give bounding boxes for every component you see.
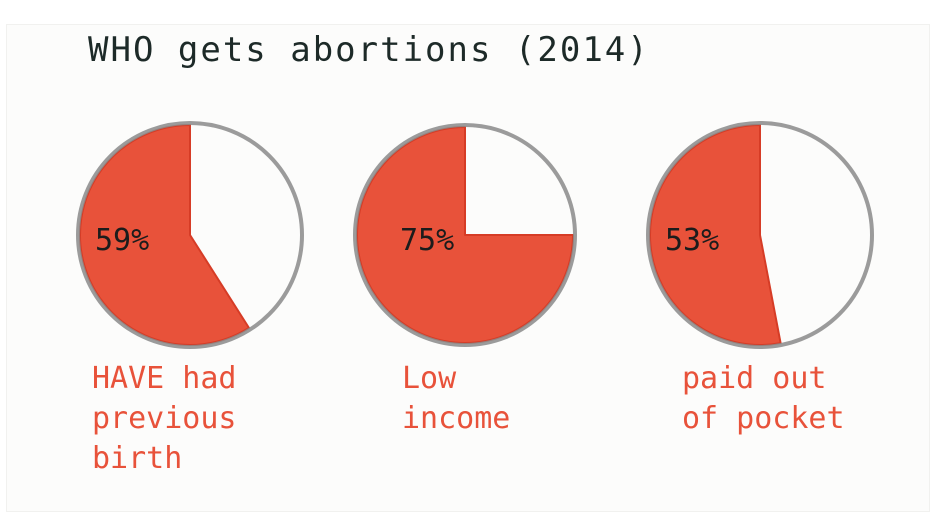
pie-outline-2	[353, 123, 577, 347]
pie-percent-label-3: 53%	[665, 223, 719, 258]
pie-caption-3-line-1: paid out	[682, 361, 827, 396]
pie-outline-3	[646, 121, 874, 349]
pie-1: 59% HAVE had previous birth	[76, 121, 304, 476]
pie-caption-1-line-1: HAVE had	[92, 361, 237, 396]
pie-caption-1-line-3: birth	[92, 441, 182, 476]
pie-2: 75% Low income	[353, 123, 577, 436]
pie-caption-2-line-1: Low	[402, 361, 457, 396]
pie-caption-2-line-2: income	[402, 401, 510, 436]
pie-wedge-2	[356, 126, 574, 344]
chart-title: WHO gets abortions (2014)	[88, 30, 650, 70]
pie-caption-1-line-2: previous	[92, 401, 237, 436]
pie-outline-1	[76, 121, 304, 349]
pie-percent-label-1: 59%	[95, 223, 149, 258]
pie-3: 53% paid out of pocket	[646, 121, 874, 436]
photo-border	[0, 0, 936, 24]
pie-caption-3-line-2: of pocket	[682, 401, 845, 436]
pie-wedge-1	[79, 124, 250, 346]
pie-percent-label-2: 75%	[400, 223, 454, 258]
